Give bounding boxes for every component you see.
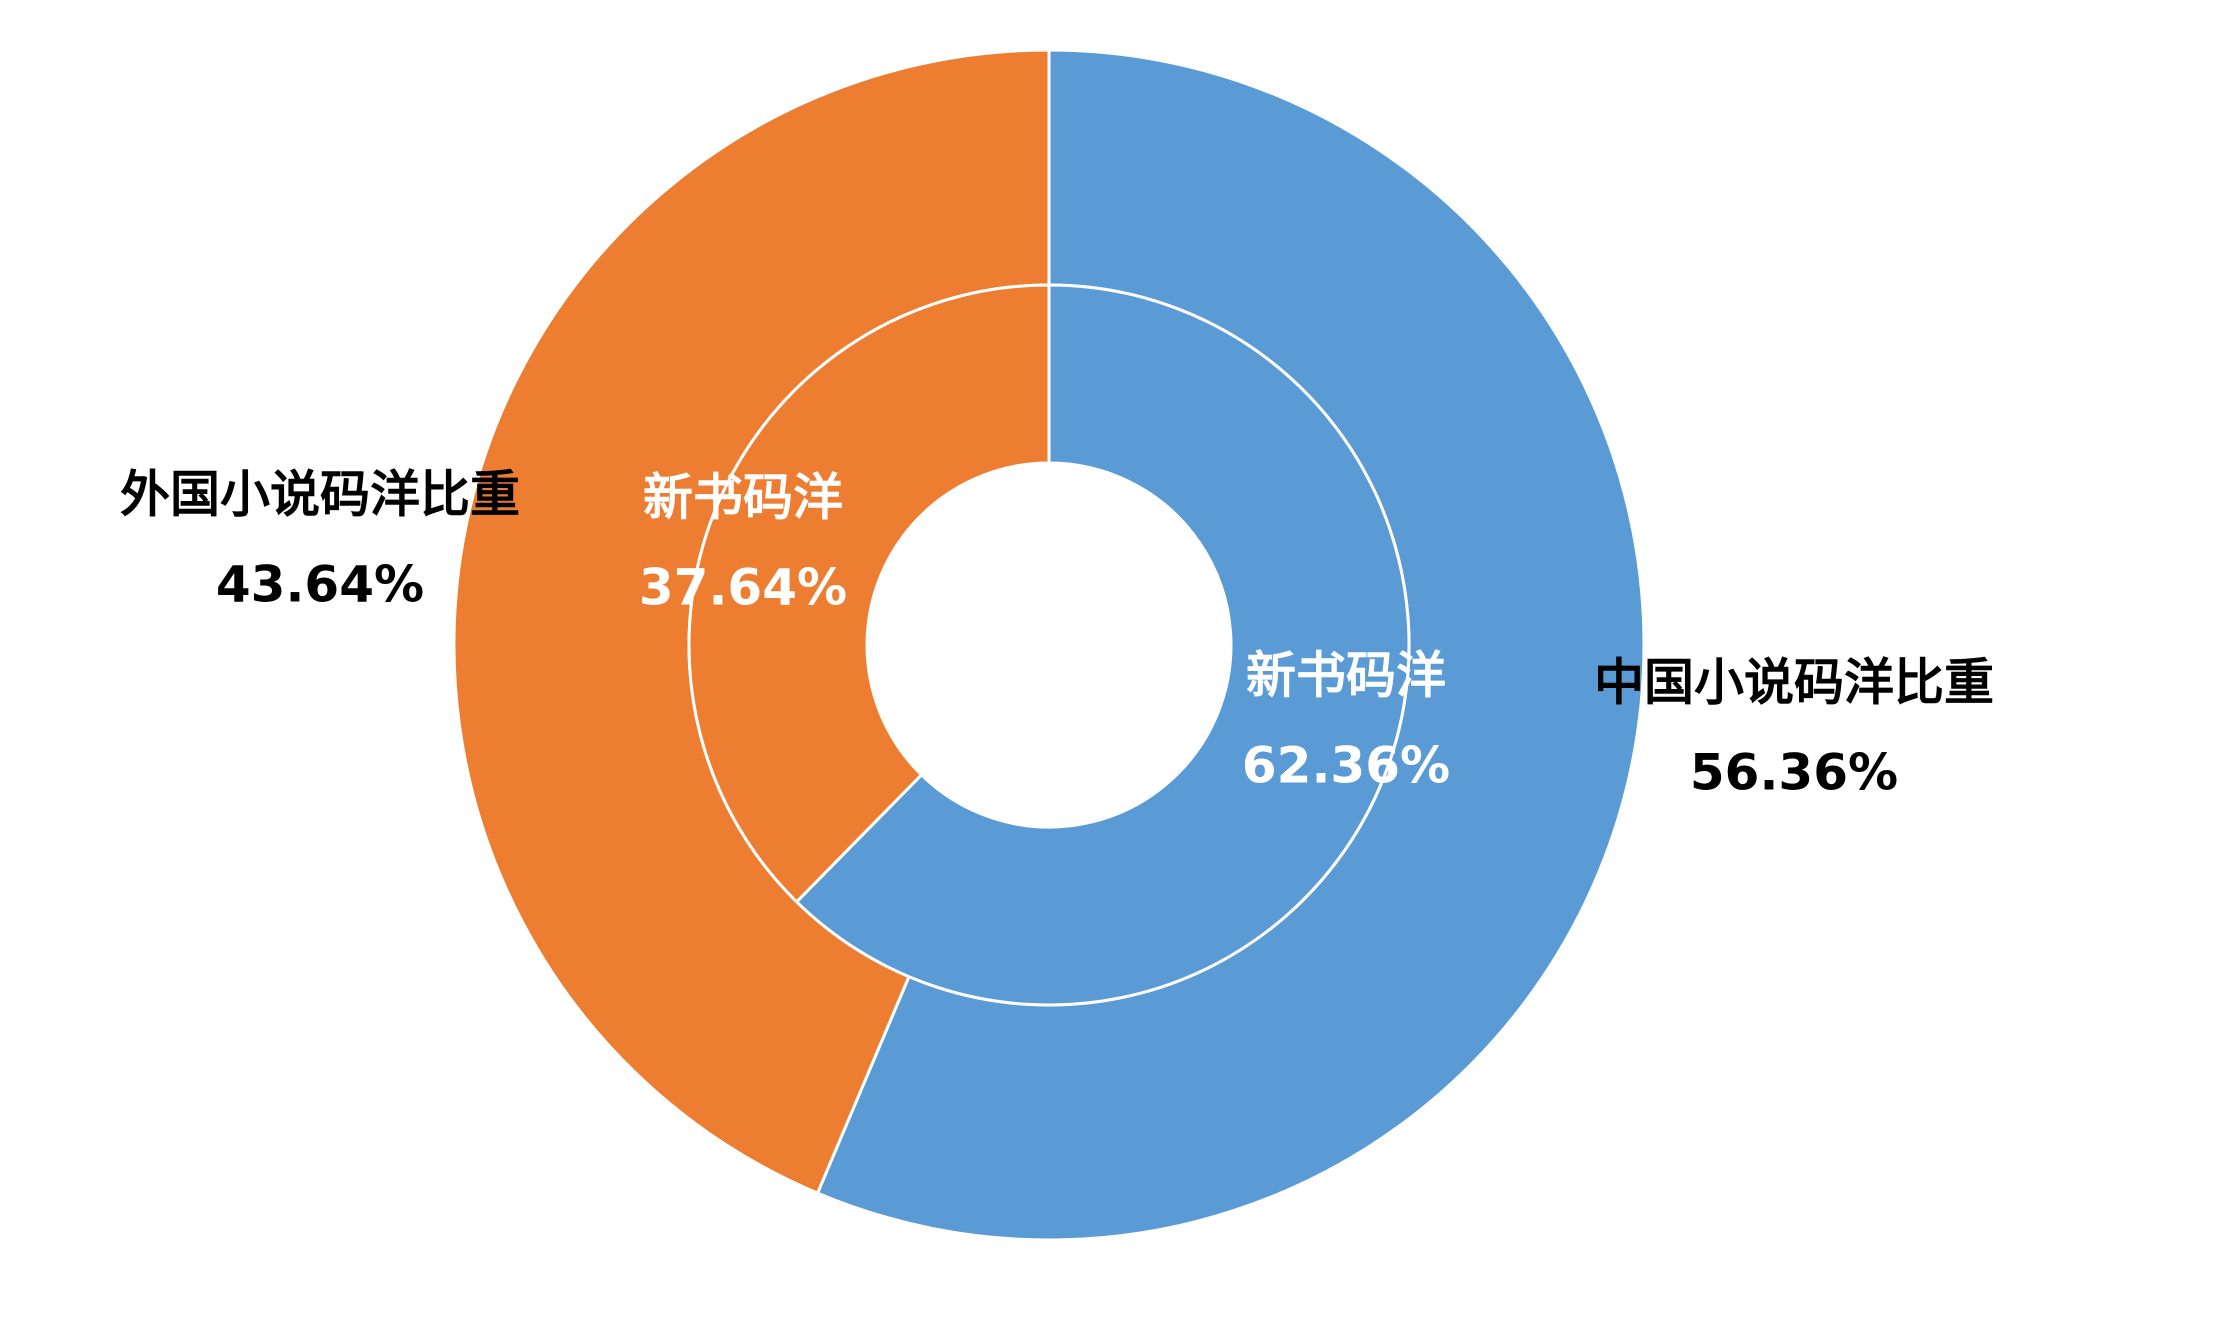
slice-label: 外国小说码洋比重 xyxy=(120,466,520,524)
value-label: 37.64% xyxy=(639,559,847,617)
slice-label: 中国小说码洋比重 xyxy=(1594,654,1994,712)
value-label: 43.64% xyxy=(216,556,424,614)
slice-label: 新书码洋 xyxy=(1246,647,1446,705)
doughnut-slice xyxy=(687,283,1051,904)
value-label: 62.36% xyxy=(1242,737,1450,795)
slice-label: 新书码洋 xyxy=(643,469,843,527)
doughnut-slice xyxy=(794,283,1411,1007)
value-label: 56.36% xyxy=(1690,744,1898,802)
